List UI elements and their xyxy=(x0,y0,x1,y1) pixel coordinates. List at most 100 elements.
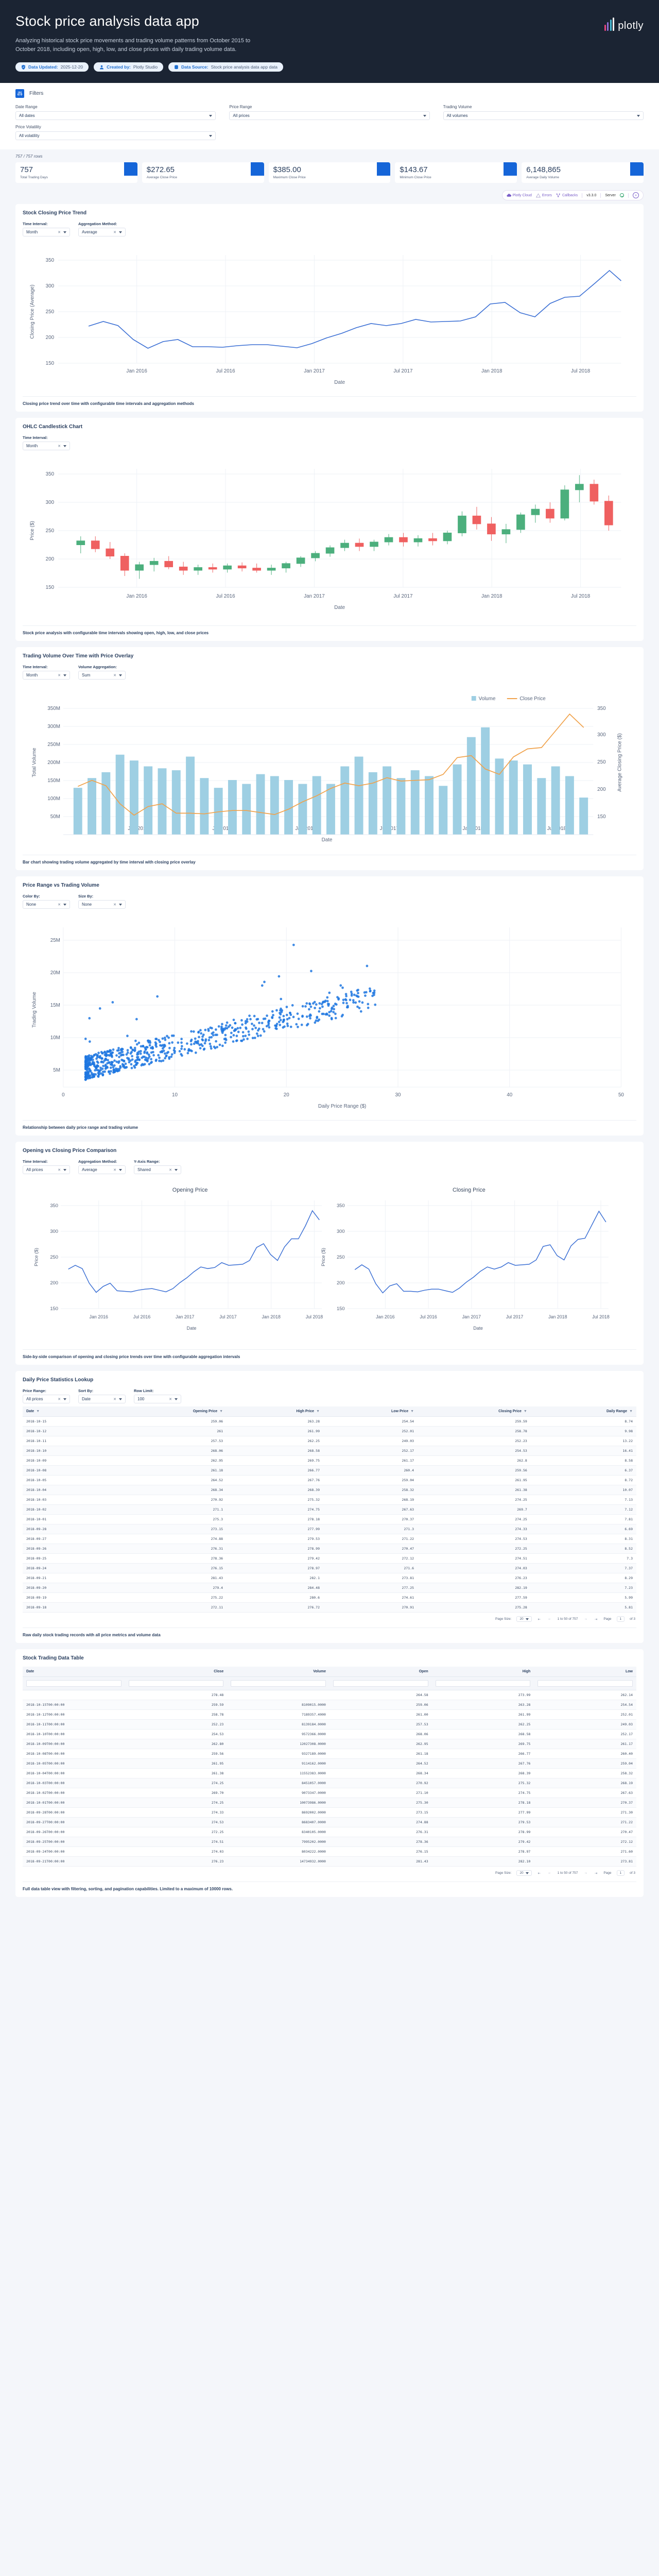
clear-icon[interactable]: ✕ xyxy=(113,673,116,677)
filter-icon[interactable]: ▼ xyxy=(219,1410,223,1414)
table-row[interactable]: 2018-10-03T00:00:00 274.25 8451057.0000 270… xyxy=(23,1778,636,1789)
column-header-opening-price[interactable]: Opening Price ▼ xyxy=(109,1406,227,1417)
table-row[interactable]: 2018-10-15T00:00:00 259.59 8109015.0000 259… xyxy=(23,1700,636,1710)
column-header-low[interactable]: Low xyxy=(534,1667,636,1677)
filter-icon[interactable]: ▼ xyxy=(523,1410,527,1414)
filter-icon[interactable]: ▼ xyxy=(316,1410,320,1414)
time-interval-select[interactable]: Month ✕ xyxy=(23,228,70,237)
clear-icon[interactable]: ✕ xyxy=(58,444,61,448)
table-row[interactable]: 2018-09-26 276.31 278.99 270.47 272.25 8.52 xyxy=(23,1544,636,1554)
column-filter-open[interactable] xyxy=(329,1676,432,1691)
clear-icon[interactable]: ✕ xyxy=(169,1168,172,1172)
column-filter-volume[interactable] xyxy=(227,1676,330,1691)
filter-icon[interactable]: ▼ xyxy=(410,1410,414,1414)
column-header-high[interactable]: High xyxy=(431,1667,534,1677)
prev-page-button[interactable]: ← xyxy=(548,1871,551,1875)
open-close-subplots[interactable]: Opening Price Closing Price 150 200 250 30… xyxy=(23,1177,636,1347)
table-row[interactable]: 2018-09-26T00:00:00 272.25 8340105.0000 276… xyxy=(23,1827,636,1838)
trading-volume-select[interactable]: All volumes xyxy=(443,111,644,121)
volume-aggregation-select[interactable]: Sum ✕ xyxy=(78,671,126,680)
aggregation-method-select[interactable]: Average ✕ xyxy=(78,1165,126,1175)
table-row[interactable]: 2018-09-28 273.15 277.99 271.3 274.33 6.69 xyxy=(23,1524,636,1535)
table-row[interactable]: 2018-10-01T00:00:00 274.25 10073986.0000 27… xyxy=(23,1798,636,1808)
clear-icon[interactable]: ✕ xyxy=(169,1397,172,1401)
column-header-volume[interactable]: Volume xyxy=(227,1667,330,1677)
scatter-chart[interactable]: 5M 10M 15M 20M 25M 0 10 20 30 40 50 Daily Price… xyxy=(23,912,636,1118)
table-row[interactable]: 2018-09-24 276.15 278.97 271.6 274.03 7.37 xyxy=(23,1563,636,1574)
filter-icon[interactable]: ▼ xyxy=(629,1410,633,1414)
clear-icon[interactable]: ✕ xyxy=(113,230,116,234)
table-row[interactable]: 2018-09-18 272.11 276.72 270.91 275.28 5.81 xyxy=(23,1602,636,1613)
ohlc-candlestick-chart[interactable]: 150 200 250 300 350 Jan 2016 Jul 2016 Jan 201… xyxy=(23,453,636,623)
next-page-button[interactable]: → xyxy=(584,1871,587,1875)
table-row[interactable]: 2018-09-20 279.4 284.48 277.25 282.19 7.23 xyxy=(23,1583,636,1594)
clear-icon[interactable]: ✕ xyxy=(113,903,116,907)
column-filter-high[interactable] xyxy=(431,1676,534,1691)
clear-icon[interactable]: ✕ xyxy=(58,1168,61,1172)
column-header-open[interactable]: Open xyxy=(329,1667,432,1677)
clear-icon[interactable]: ✕ xyxy=(113,1397,116,1401)
table-row[interactable]: 2018-10-08 261.18 266.77 260.4 259.56 6.37 xyxy=(23,1465,636,1476)
column-header-date[interactable]: Date ▼ xyxy=(23,1406,109,1417)
table-row[interactable]: 2018-09-27T00:00:00 274.53 8683407.0000 274… xyxy=(23,1817,636,1828)
column-filter-input[interactable] xyxy=(333,1680,428,1687)
column-header-date[interactable]: Date xyxy=(23,1667,125,1677)
page-number-input[interactable]: 1 xyxy=(616,1870,625,1876)
table-row[interactable]: 2018-09-28T00:00:00 274.33 8692002.0000 273… xyxy=(23,1807,636,1818)
page-size-select[interactable]: 20 xyxy=(516,1616,532,1622)
column-header-closing-price[interactable]: Closing Price ▼ xyxy=(418,1406,531,1417)
table-row[interactable]: 2018-09-25T00:00:00 274.51 7995202.0000 278… xyxy=(23,1837,636,1848)
table-row[interactable]: 2018-10-02 271.1 274.75 267.63 269.7 7.12 xyxy=(23,1504,636,1515)
volume-bar-chart[interactable]: 50M 100M 150M 200M 250M 300M 350M 150 200 250 3… xyxy=(23,683,636,853)
y-axis-range-select[interactable]: Shared ✕ xyxy=(134,1165,181,1175)
table-row[interactable]: 2018-10-12 261 261.99 252.01 258.78 9.98 xyxy=(23,1426,636,1437)
table-row[interactable]: 2018-09-21 281.43 282.1 273.81 276.23 8.29 xyxy=(23,1573,636,1584)
table-row[interactable]: 2018-09-27 274.88 279.53 271.22 274.53 8.31 xyxy=(23,1534,636,1545)
column-filter-low[interactable] xyxy=(534,1676,636,1691)
size-by-select[interactable]: None ✕ xyxy=(78,900,126,909)
clear-icon[interactable]: ✕ xyxy=(113,1168,116,1172)
clear-icon[interactable]: ✕ xyxy=(58,673,61,677)
sort-by-select[interactable]: Date ✕ xyxy=(78,1395,126,1404)
table-row[interactable]: 2018-10-15 259.06 263.28 254.54 259.59 8.74 xyxy=(23,1416,636,1427)
column-header-daily-range[interactable]: Daily Range ▼ xyxy=(530,1406,636,1417)
price-range-select[interactable]: All prices xyxy=(229,111,430,121)
column-header-high-price[interactable]: High Price ▼ xyxy=(227,1406,323,1417)
table-row[interactable]: 2018-10-10 268.06 268.58 252.17 254.53 16.41 xyxy=(23,1446,636,1456)
clear-icon[interactable]: ✕ xyxy=(58,903,61,907)
callbacks-button[interactable]: Callbacks xyxy=(556,193,578,198)
first-page-button[interactable]: ⇤ xyxy=(537,1617,541,1621)
plotly-cloud-button[interactable]: Plotly Cloud xyxy=(506,193,532,198)
clear-icon[interactable]: ✕ xyxy=(58,230,61,234)
column-filter-input[interactable] xyxy=(537,1680,633,1687)
table-row[interactable]: 2018-10-03 270.92 275.32 268.19 274.25 7.13 xyxy=(23,1495,636,1505)
table-row[interactable]: 278.48 264.58 273.99 262.14 xyxy=(23,1690,636,1701)
table-row[interactable]: 2018-09-25 278.36 279.42 272.12 274.51 7.3 xyxy=(23,1553,636,1564)
prev-page-button[interactable]: ← xyxy=(548,1617,551,1621)
page-size-select[interactable]: 20 xyxy=(516,1870,532,1876)
page-number-input[interactable]: 1 xyxy=(616,1616,625,1622)
table-row[interactable]: 2018-10-05 264.52 267.76 259.04 261.95 8.72 xyxy=(23,1475,636,1486)
color-by-select[interactable]: None ✕ xyxy=(23,900,70,909)
column-header-close[interactable]: Close xyxy=(125,1667,228,1677)
table-row[interactable]: 2018-10-12T00:00:00 258.78 7189357.4000 261… xyxy=(23,1709,636,1720)
date-range-select[interactable]: All dates xyxy=(15,111,216,121)
table-row[interactable]: 2018-10-01 275.3 278.18 270.37 274.25 7.81 xyxy=(23,1514,636,1525)
column-filter-input[interactable] xyxy=(435,1680,531,1687)
table-row[interactable]: 2018-10-09T00:00:00 262.80 12027308.0000 26… xyxy=(23,1739,636,1750)
time-interval-select[interactable]: Month ✕ xyxy=(23,442,70,451)
time-interval-select[interactable]: All prices ✕ xyxy=(23,1165,70,1175)
first-page-button[interactable]: ⇤ xyxy=(537,1871,541,1875)
next-page-button[interactable]: → xyxy=(584,1617,587,1621)
time-interval-select[interactable]: Month ✕ xyxy=(23,671,70,680)
column-filter-input[interactable] xyxy=(231,1680,326,1687)
table-row[interactable]: 2018-10-10T00:00:00 254.53 9572366.0000 268… xyxy=(23,1729,636,1740)
price-range-select[interactable]: All prices ✕ xyxy=(23,1395,70,1404)
column-filter-input[interactable] xyxy=(26,1680,122,1687)
table-row[interactable]: 2018-09-21T00:00:00 276.23 14734932.0000 28… xyxy=(23,1856,636,1867)
table-row[interactable]: 2018-10-04T00:00:00 261.38 11552383.0000 26… xyxy=(23,1768,636,1779)
column-filter-input[interactable] xyxy=(128,1680,224,1687)
closing-price-line-chart[interactable]: 150 200 250 300 350 Jan 2016 Jul 2016 Jan 201… xyxy=(23,240,636,394)
table-row[interactable]: 2018-10-08T00:00:00 259.56 9327189.0000 261… xyxy=(23,1749,636,1759)
last-page-button[interactable]: ⇥ xyxy=(594,1617,598,1621)
